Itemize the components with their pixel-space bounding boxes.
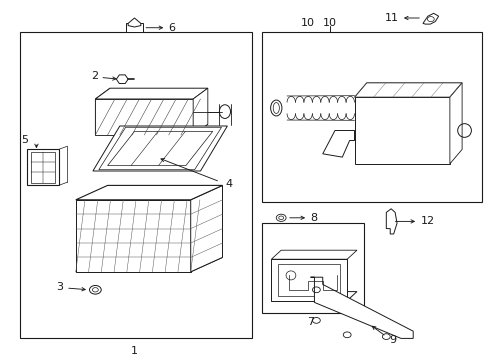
Text: 11: 11	[384, 13, 398, 23]
Polygon shape	[95, 99, 193, 135]
Text: 4: 4	[224, 179, 232, 189]
Polygon shape	[386, 209, 396, 234]
Text: 7: 7	[306, 317, 313, 327]
Text: 3: 3	[57, 282, 63, 292]
Polygon shape	[95, 88, 207, 99]
Polygon shape	[76, 257, 222, 272]
Text: 8: 8	[310, 213, 317, 223]
Polygon shape	[310, 277, 412, 338]
Polygon shape	[271, 292, 356, 301]
Polygon shape	[93, 126, 227, 171]
Polygon shape	[76, 200, 190, 272]
Polygon shape	[76, 185, 222, 200]
Bar	[125, 23, 143, 32]
Text: 10: 10	[301, 18, 314, 28]
Text: 12: 12	[420, 216, 434, 226]
Text: 9: 9	[388, 335, 395, 345]
Bar	[261, 223, 364, 313]
Text: 5: 5	[21, 135, 28, 145]
Polygon shape	[271, 259, 346, 301]
Polygon shape	[190, 185, 222, 272]
Bar	[261, 32, 481, 202]
Text: 10: 10	[323, 18, 336, 28]
Text: 6: 6	[168, 23, 175, 33]
Bar	[20, 32, 251, 338]
Polygon shape	[271, 250, 356, 259]
Polygon shape	[95, 88, 110, 135]
Text: 1: 1	[131, 346, 138, 356]
Polygon shape	[128, 18, 141, 27]
Polygon shape	[354, 83, 461, 97]
Polygon shape	[193, 88, 207, 135]
Polygon shape	[449, 83, 461, 164]
Polygon shape	[95, 124, 207, 135]
Polygon shape	[354, 97, 449, 164]
Polygon shape	[27, 149, 59, 185]
Polygon shape	[322, 130, 354, 157]
Text: 2: 2	[90, 71, 98, 81]
